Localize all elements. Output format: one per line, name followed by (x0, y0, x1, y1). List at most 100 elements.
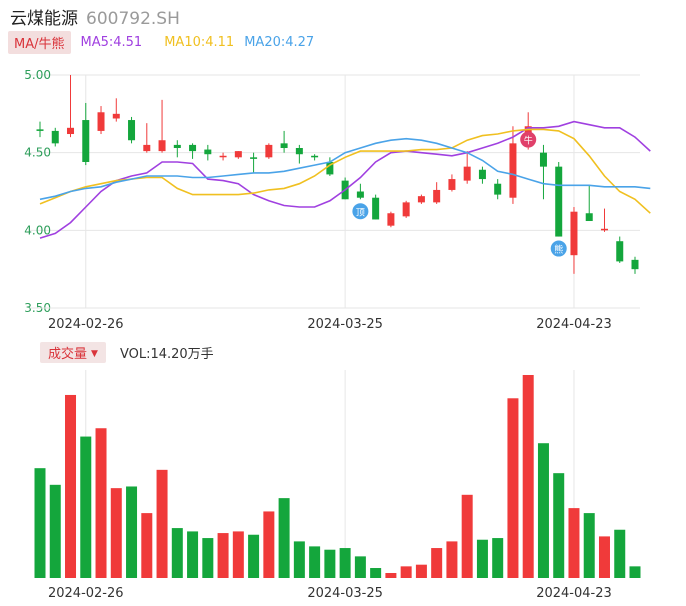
volume-toggle-label: 成交量 (48, 346, 88, 362)
badge-circle (352, 203, 369, 220)
candle-body (219, 155, 227, 158)
volume-bar (171, 528, 183, 578)
volume-bar (202, 538, 214, 578)
candle-body (326, 161, 334, 175)
candle-body (204, 149, 212, 155)
candle-body (112, 113, 120, 119)
volume-bar (232, 531, 244, 578)
volume-x-tick-label: 2024-02-26 (48, 586, 124, 601)
x-tick-label: 2024-03-25 (307, 317, 383, 332)
volume-bar (80, 436, 92, 578)
volume-legend: 成交量 ▼ VOL:14.20万手 (40, 341, 214, 363)
volume-bar (400, 566, 412, 578)
candle-body (555, 166, 563, 237)
badge-circle (550, 240, 567, 257)
y-tick-label: 4.50 (24, 146, 51, 160)
volume-bar (537, 443, 549, 578)
volume-bar (110, 488, 122, 578)
badge-label: 顶 (356, 207, 365, 218)
ma5-label: MA5:4.51 (80, 34, 143, 50)
candle-body (82, 120, 90, 162)
volume-bar (324, 549, 336, 578)
ma20-label: MA20:4.27 (244, 34, 315, 50)
candle-body (433, 189, 441, 203)
candle-body (67, 127, 75, 135)
volume-toggle-button[interactable]: 成交量 ▼ (40, 341, 106, 363)
candle-body (97, 112, 105, 131)
volume-bar (95, 428, 107, 578)
candle-body (36, 129, 44, 131)
volume-bar (461, 494, 473, 578)
candle-body (600, 228, 608, 231)
candle-body (295, 148, 303, 155)
candle-body (51, 130, 59, 144)
volume-bar (293, 541, 305, 578)
candle-body (356, 191, 364, 198)
volume-bar (263, 511, 275, 578)
volume-bar (309, 546, 321, 578)
y-tick-label: 5.00 (24, 68, 51, 82)
volume-bar (446, 541, 458, 578)
volume-bar (583, 513, 595, 578)
volume-bar (49, 484, 61, 578)
volume-bar (522, 374, 534, 578)
header: 云煤能源 600792.SH (10, 4, 180, 29)
volume-bar (278, 498, 290, 578)
volume-bar (141, 513, 153, 578)
volume-x-tick-label: 2024-04-23 (536, 586, 612, 601)
ma-line-ma20 (39, 137, 651, 201)
badge-circle (520, 131, 537, 148)
volume-bar (339, 548, 351, 578)
candle-body (158, 140, 166, 152)
volume-bar (553, 473, 565, 578)
signal-badge-icon: 顶 (352, 203, 369, 220)
badge-label: 牛 (524, 135, 533, 147)
stock-code: 600792.SH (86, 9, 180, 29)
ma-line-ma5 (39, 120, 651, 239)
candle-body (311, 155, 319, 158)
candle-body (143, 144, 151, 152)
volume-bar (187, 531, 199, 578)
volume-x-tick-label: 2024-03-25 (307, 586, 383, 601)
candle-body (234, 151, 242, 158)
volume-bar (34, 468, 46, 578)
candle-body (585, 213, 593, 222)
ma-toggle-button[interactable]: MA/牛熊 (8, 30, 71, 54)
volume-bar (614, 529, 626, 578)
volume-bar (476, 539, 488, 578)
volume-bar (598, 536, 610, 578)
candle-body (478, 169, 486, 180)
volume-bar (217, 533, 229, 578)
ma-legend: MA/牛熊 MA5:4.51 MA10:4.11 MA20:4.27 (8, 30, 324, 54)
candle-body (463, 166, 471, 181)
volume-bar (629, 566, 641, 578)
x-tick-label: 2024-04-23 (536, 317, 612, 332)
volume-bar (492, 538, 504, 578)
y-tick-label: 4.00 (24, 223, 51, 237)
volume-bar (126, 486, 138, 578)
x-tick-label: 2024-02-26 (48, 317, 124, 332)
candle-body (280, 143, 288, 149)
candle-body (387, 213, 395, 226)
volume-bar (354, 556, 366, 578)
volume-bar (431, 548, 443, 578)
candle-body (539, 152, 547, 167)
candle-body (509, 143, 517, 198)
candle-body (402, 202, 410, 217)
volume-bar (156, 469, 168, 578)
volume-bar (385, 573, 397, 578)
candle-body (570, 211, 578, 256)
signal-badge-icon: 牛 (520, 131, 537, 148)
candle-body (250, 157, 258, 159)
candle-body (631, 259, 639, 270)
volume-bar (65, 394, 77, 578)
ma-line-ma10 (39, 128, 651, 214)
volume-bar (415, 564, 427, 578)
volume-bar (248, 534, 260, 578)
candle-body (372, 197, 380, 220)
signal-badge-icon: 熊 (550, 240, 567, 257)
caret-down-icon: ▼ (91, 349, 98, 359)
candle-body (494, 183, 502, 195)
candle-body (448, 179, 456, 190)
